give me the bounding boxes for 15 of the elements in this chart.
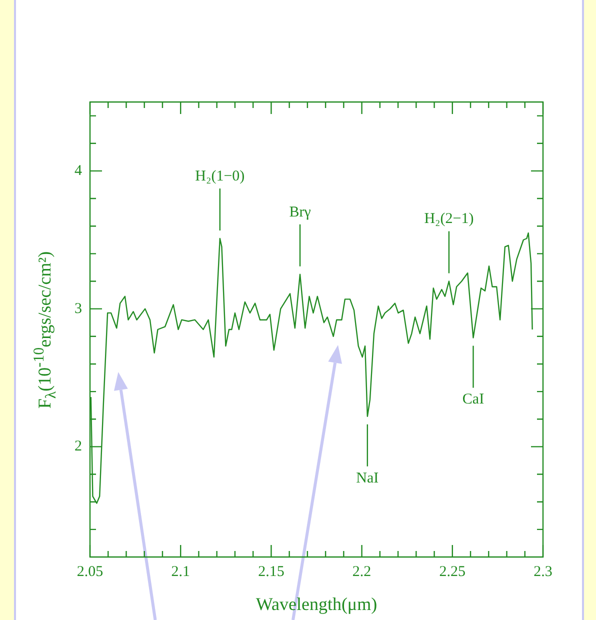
x-tick-label: 2.3 [534, 564, 552, 580]
x-tick-label: 2.25 [439, 564, 466, 580]
annotation: CaI [462, 392, 484, 408]
y-tick-label: 2 [74, 438, 82, 455]
x-tick-label: 2.15 [258, 564, 284, 580]
annotation: H₂(1−0) [195, 168, 245, 184]
y-tick-label: 4 [74, 162, 82, 179]
y-tick-label: 3 [74, 300, 82, 317]
annotation: H₂(2−1) [424, 211, 474, 228]
annotation: NaI [356, 470, 379, 486]
x-tick-label: 2.05 [76, 564, 104, 580]
annotation: Brγ [289, 204, 312, 220]
x-axis-title: Wavelength(μm) [256, 594, 378, 614]
x-tick-label: 2.1 [171, 564, 190, 580]
x-tick-label: 2.2 [352, 564, 372, 580]
